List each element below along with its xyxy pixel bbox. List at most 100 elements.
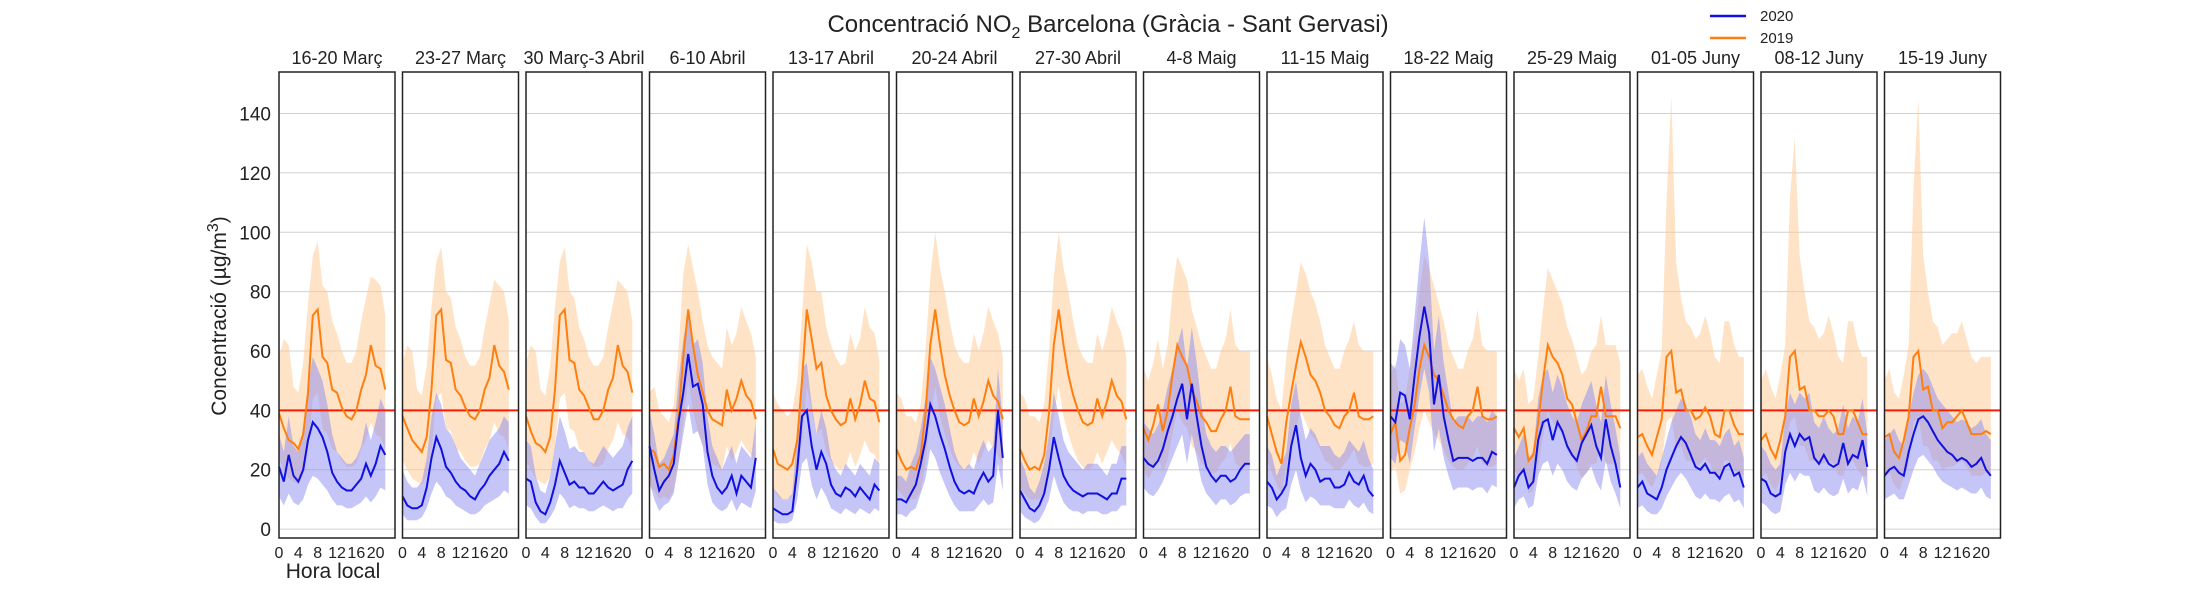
x-tick-label: 12 — [699, 545, 717, 562]
panel: 23-27 Març 0 4 8 12 16 20 — [398, 48, 520, 562]
x-tick-label: 20 — [861, 545, 879, 562]
panel: 30 Març-3 Abril 0 4 8 12 16 20 — [522, 48, 645, 562]
x-tick-label: 4 — [541, 545, 550, 562]
x-tick-label: 8 — [1301, 545, 1310, 562]
x-tick-label: 20 — [737, 545, 755, 562]
title-suffix: Barcelona (Gràcia - Sant Gervasi) — [1020, 11, 1388, 38]
x-tick-label: 16 — [718, 545, 736, 562]
x-tick-label: 20 — [490, 545, 508, 562]
y-tick-label: 140 — [239, 105, 271, 126]
series-2020-line — [1142, 383, 1250, 484]
panel-title: 23-27 Març — [415, 48, 506, 68]
x-tick-label: 4 — [1035, 545, 1044, 562]
x-tick-label: 12 — [1316, 545, 1334, 562]
x-tick-label: 12 — [1440, 545, 1458, 562]
panel-frame — [1513, 71, 1631, 539]
panel-title: 6-10 Abril — [669, 48, 745, 68]
panel-title: 30 Març-3 Abril — [523, 48, 644, 68]
x-tick-label: 0 — [398, 545, 407, 562]
panel: 6-10 Abril 0 4 8 12 16 20 — [645, 48, 767, 562]
x-tick-label: 8 — [1425, 545, 1434, 562]
y-tick-label: 80 — [250, 283, 271, 304]
x-tick-label: 0 — [522, 545, 531, 562]
ylabel-superscript: 3 — [205, 223, 222, 232]
series-2019-line — [1760, 348, 1868, 461]
x-tick-label: 0 — [1386, 545, 1395, 562]
x-tick-label: 4 — [1652, 545, 1661, 562]
x-tick-label: 20 — [1725, 545, 1743, 562]
x-tick-label: 4 — [1158, 545, 1167, 562]
band-2019 — [402, 247, 509, 485]
chart-title: Concentració NO2 Barcelona (Gràcia - San… — [827, 11, 1388, 42]
y-tick-label: 120 — [239, 164, 271, 185]
band-2020 — [1390, 217, 1497, 494]
x-tick-label: 20 — [1972, 545, 1990, 562]
panel: 18-22 Maig 0 4 8 12 16 20 — [1386, 48, 1508, 562]
series-2019-line — [895, 309, 1004, 472]
legend-label-2020: 2020 — [1760, 8, 1793, 25]
y-tick-label: 60 — [250, 342, 271, 363]
panel-title: 08-12 Juny — [1774, 48, 1863, 68]
panel-title: 01-05 Juny — [1651, 48, 1740, 68]
x-tick-label: 8 — [931, 545, 940, 562]
x-tick-label: 0 — [1510, 545, 1519, 562]
band-2019 — [526, 247, 633, 485]
x-tick-label: 16 — [1829, 545, 1847, 562]
panel-title: 25-29 Maig — [1527, 48, 1617, 68]
panel-frame — [895, 71, 1014, 539]
x-tick-label: 20 — [614, 545, 632, 562]
x-tick-label: 0 — [1016, 545, 1025, 562]
band-2020 — [1884, 368, 1991, 500]
series-2020-line — [1636, 435, 1745, 501]
panel: 08-12 Juny 0 4 8 12 16 20 — [1757, 48, 1878, 562]
x-tick-label: 12 — [1934, 545, 1952, 562]
series-2020-line — [896, 400, 1004, 504]
series-2020-line — [1513, 417, 1622, 490]
x-tick-label: 12 — [575, 545, 593, 562]
panel: 11-15 Maig 0 4 8 12 16 20 — [1263, 48, 1384, 562]
x-tick-label: 20 — [1478, 545, 1496, 562]
ylabel-prefix: Concentració (µg/m — [208, 232, 231, 416]
x-tick-label: 0 — [769, 545, 778, 562]
x-tick-label: 4 — [1529, 545, 1538, 562]
band-2020 — [896, 356, 1003, 518]
series-2019-line — [1513, 341, 1622, 464]
x-tick-label: 20 — [1849, 545, 1867, 562]
panel-frame — [278, 71, 396, 539]
x-tick-label: 12 — [1069, 545, 1087, 562]
x-tick-label: 8 — [1548, 545, 1557, 562]
panel: 20-24 Abril 0 4 8 12 16 20 — [892, 48, 1014, 562]
x-tick-label: 0 — [892, 545, 901, 562]
series-2019-line — [1019, 309, 1128, 472]
panel-title: 20-24 Abril — [911, 48, 997, 68]
x-tick-label: 4 — [294, 545, 303, 562]
panel-title: 13-17 Abril — [788, 48, 874, 68]
x-tick-label: 20 — [1231, 545, 1249, 562]
legend: 2020 2019 — [1710, 8, 1793, 47]
series-2020-line — [1760, 430, 1869, 498]
series-2019-line — [278, 307, 387, 452]
series-2020-line — [648, 353, 757, 498]
x-tick-label: 12 — [946, 545, 964, 562]
band-2020 — [1267, 380, 1374, 518]
panel-title: 18-22 Maig — [1403, 48, 1493, 68]
x-tick-label: 8 — [560, 545, 569, 562]
x-tick-label: 16 — [1706, 545, 1724, 562]
x-tick-label: 8 — [1919, 545, 1928, 562]
panel-frame — [1760, 71, 1878, 539]
x-tick-label: 12 — [1687, 545, 1705, 562]
x-tick-label: 4 — [1899, 545, 1908, 562]
panel-frame — [401, 71, 520, 539]
series-2020-line — [401, 433, 510, 510]
x-tick-label: 12 — [328, 545, 346, 562]
series-2019-line — [1266, 338, 1374, 465]
x-tick-label: 0 — [1139, 545, 1148, 562]
x-tick-label: 16 — [1459, 545, 1477, 562]
x-axis-label: Hora local — [286, 560, 381, 583]
x-tick-label: 16 — [965, 545, 983, 562]
panel-frame — [1883, 71, 2002, 539]
x-tick-label: 12 — [1810, 545, 1828, 562]
panel: 25-29 Maig 0 4 8 12 16 20 — [1510, 48, 1631, 562]
